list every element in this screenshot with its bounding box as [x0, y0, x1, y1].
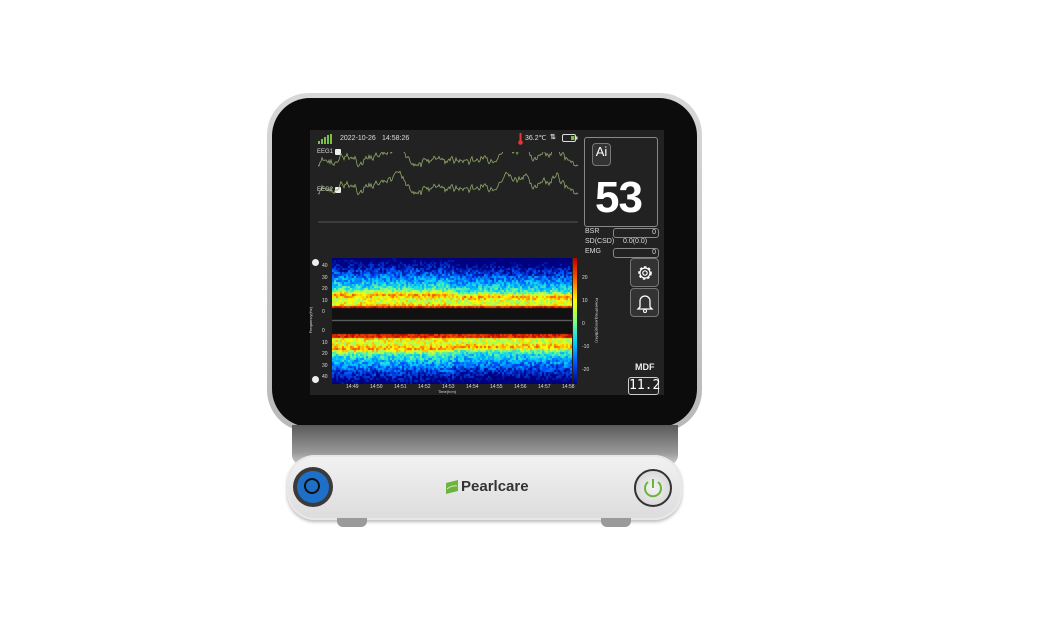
sensor-connector-icon[interactable] [293, 467, 333, 507]
gear-icon [637, 265, 652, 280]
emg-value: 0 [613, 248, 659, 258]
eeg1-label: EEG1 [317, 149, 334, 155]
index-panel: Ai 53 [584, 137, 658, 227]
colorbar-tick: -10 [582, 344, 590, 350]
eeg-waveforms [318, 152, 579, 223]
bottom-channel-icon [312, 376, 319, 383]
eeg1-waveform [318, 152, 579, 168]
x-tick: 14:56 [514, 384, 527, 390]
eeg2-label: EEG2 [317, 187, 334, 193]
emg-label: EMG [585, 248, 601, 255]
monitor-screen: 2022-10-26 14:58:26 36.2℃ ⇅ EEG1 EEG2 Ai… [308, 130, 664, 395]
colorbar-tick: -20 [582, 367, 590, 373]
y-tick: 10 [322, 339, 328, 346]
x-tick: 14:49 [346, 384, 359, 390]
x-tick: 14:54 [466, 384, 479, 390]
settings-button[interactable] [630, 258, 659, 287]
y-tick: 20 [322, 286, 328, 292]
y-tick: 30 [322, 362, 328, 369]
eeg2-waveform [318, 170, 579, 196]
y-tick: 0 [322, 309, 325, 315]
bell-icon [635, 294, 654, 313]
colorbar-tick: 10 [582, 298, 588, 304]
foot-right [601, 518, 631, 527]
top-channel-icon [312, 259, 319, 266]
y-axis-label: Frequency(Hz) [308, 306, 314, 334]
x-tick: 14:58 [562, 384, 575, 390]
logo-leaf-icon [446, 479, 458, 494]
x-axis-label: Time(h:m) [438, 389, 457, 394]
colorbar [573, 258, 577, 384]
y-tick: 20 [322, 351, 328, 357]
bsr-label: BSR [585, 228, 600, 235]
sync-arrows-icon: ⇅ [550, 134, 556, 141]
x-tick: 14:51 [394, 384, 407, 390]
colorbar-tick: 0 [582, 321, 585, 327]
y-tick: 30 [322, 274, 328, 281]
alarm-button[interactable] [630, 288, 659, 317]
index-value: 53 [595, 173, 643, 222]
bsr-value: 0 [613, 228, 659, 238]
colorbar-tick: 20 [582, 275, 588, 281]
status-time: 14:58:26 [382, 135, 410, 142]
x-tick: 14:50 [370, 384, 383, 390]
signal-bars-icon [318, 134, 332, 144]
mdf-value: 11.2 [628, 377, 661, 395]
brand-logo: Pearlcare [446, 478, 529, 495]
x-tick: 14:52 [418, 384, 431, 390]
eeg1-quality-icon [335, 149, 341, 155]
x-tick: 14:57 [538, 384, 551, 390]
sd-value: 0.0(0.0) [623, 238, 648, 245]
thermometer-icon [518, 133, 523, 145]
battery-icon [562, 134, 578, 142]
brand-name: Pearlcare [461, 478, 529, 495]
ai-icon: Ai [592, 143, 611, 166]
y-tick: 40 [322, 263, 328, 269]
foot-left [337, 518, 367, 527]
monitor-base [287, 455, 682, 520]
power-button[interactable] [634, 469, 672, 507]
temperature: 36.2℃ [525, 135, 547, 142]
y-tick: 0 [322, 328, 325, 334]
colorbar-label: Power/Frequency(dB/Hz) [594, 297, 600, 343]
mdf-label: MDF [635, 362, 655, 372]
status-date: 2022-10-26 [340, 135, 376, 142]
y-tick: 10 [322, 297, 328, 304]
power-icon [644, 479, 662, 498]
y-tick: 40 [322, 374, 328, 380]
x-tick: 14:55 [490, 384, 503, 390]
sd-label: SD(CSD) [585, 238, 615, 245]
spectrogram [332, 258, 572, 384]
x-tick: 14:53 [442, 384, 455, 390]
